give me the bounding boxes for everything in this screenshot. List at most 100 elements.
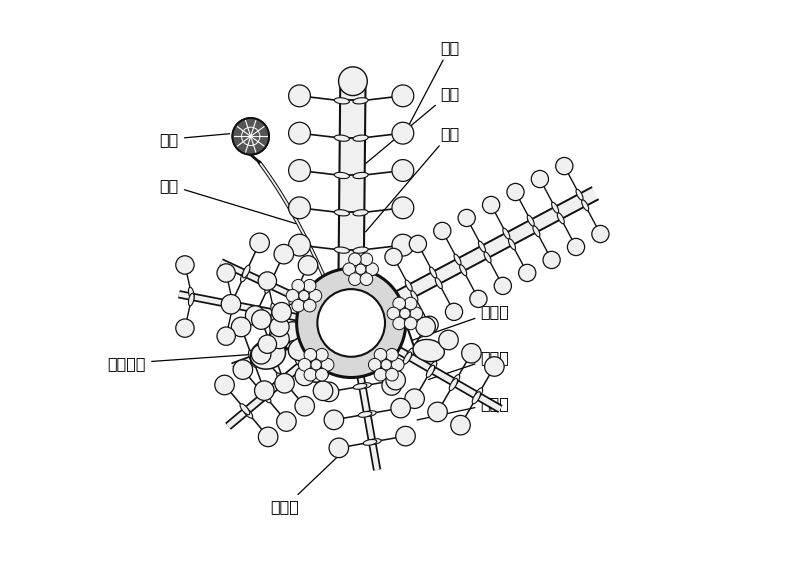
Ellipse shape: [527, 215, 534, 226]
Circle shape: [392, 85, 414, 107]
Ellipse shape: [334, 173, 350, 179]
Circle shape: [298, 256, 318, 275]
Ellipse shape: [406, 348, 414, 360]
Ellipse shape: [353, 98, 368, 104]
Circle shape: [518, 264, 536, 282]
Circle shape: [270, 317, 289, 336]
Circle shape: [556, 158, 573, 175]
Ellipse shape: [271, 304, 277, 316]
Text: 吸盘: 吸盘: [366, 126, 459, 232]
Circle shape: [254, 381, 274, 400]
Polygon shape: [338, 82, 366, 268]
Circle shape: [315, 349, 328, 361]
Circle shape: [343, 263, 355, 276]
Ellipse shape: [474, 388, 482, 400]
Text: 侧水管: 侧水管: [429, 350, 510, 380]
Circle shape: [217, 264, 235, 282]
Circle shape: [289, 122, 310, 144]
Ellipse shape: [406, 280, 412, 291]
Circle shape: [222, 294, 241, 314]
Ellipse shape: [430, 267, 437, 278]
Circle shape: [176, 319, 194, 338]
Circle shape: [258, 427, 278, 447]
Circle shape: [393, 297, 406, 310]
Circle shape: [404, 297, 417, 310]
Ellipse shape: [533, 226, 540, 237]
Circle shape: [392, 234, 414, 256]
Ellipse shape: [353, 173, 368, 179]
Ellipse shape: [503, 228, 510, 239]
Circle shape: [298, 358, 311, 371]
Ellipse shape: [450, 379, 458, 391]
Ellipse shape: [334, 209, 350, 216]
Ellipse shape: [509, 239, 515, 250]
Text: 石管: 石管: [160, 178, 296, 224]
Ellipse shape: [334, 247, 350, 253]
Ellipse shape: [249, 350, 255, 363]
Ellipse shape: [189, 293, 194, 306]
Circle shape: [446, 304, 462, 320]
Circle shape: [438, 330, 458, 350]
Circle shape: [360, 273, 373, 286]
Polygon shape: [396, 188, 598, 304]
Ellipse shape: [290, 340, 298, 353]
Circle shape: [396, 426, 415, 446]
Circle shape: [349, 253, 362, 265]
Circle shape: [324, 410, 344, 430]
Ellipse shape: [353, 209, 368, 216]
Circle shape: [434, 222, 451, 239]
Circle shape: [374, 368, 387, 381]
Ellipse shape: [230, 301, 235, 314]
Circle shape: [507, 183, 524, 201]
Ellipse shape: [472, 392, 481, 404]
Ellipse shape: [250, 354, 257, 368]
Circle shape: [292, 279, 305, 292]
Circle shape: [386, 370, 406, 390]
Circle shape: [416, 317, 435, 336]
Ellipse shape: [353, 135, 368, 141]
Ellipse shape: [576, 189, 583, 200]
Circle shape: [297, 268, 406, 377]
Circle shape: [392, 122, 414, 144]
Circle shape: [458, 209, 475, 227]
Circle shape: [272, 302, 291, 322]
Ellipse shape: [304, 361, 330, 382]
Ellipse shape: [189, 287, 194, 300]
Circle shape: [485, 357, 504, 376]
Circle shape: [531, 170, 549, 188]
Circle shape: [246, 306, 265, 325]
Circle shape: [251, 344, 271, 364]
Ellipse shape: [484, 252, 491, 263]
Circle shape: [410, 235, 426, 253]
Circle shape: [292, 299, 305, 312]
Ellipse shape: [262, 392, 271, 403]
Ellipse shape: [429, 361, 437, 373]
Circle shape: [214, 375, 234, 395]
Circle shape: [274, 245, 294, 264]
Circle shape: [392, 160, 414, 181]
Ellipse shape: [295, 358, 305, 369]
Circle shape: [355, 264, 366, 275]
Ellipse shape: [291, 288, 298, 301]
Ellipse shape: [558, 213, 564, 224]
Circle shape: [392, 197, 414, 219]
Circle shape: [303, 299, 316, 312]
Circle shape: [231, 317, 251, 337]
Text: 贴氏体: 贴氏体: [270, 451, 343, 514]
Circle shape: [338, 67, 367, 96]
Circle shape: [277, 412, 296, 431]
Circle shape: [318, 289, 385, 357]
Circle shape: [252, 310, 271, 329]
Ellipse shape: [258, 388, 268, 399]
Circle shape: [410, 307, 422, 320]
Ellipse shape: [269, 343, 276, 356]
Ellipse shape: [265, 280, 272, 293]
Text: 环水管: 环水管: [412, 304, 510, 340]
Circle shape: [385, 248, 402, 265]
Circle shape: [303, 279, 316, 292]
Circle shape: [382, 376, 402, 395]
Circle shape: [233, 360, 253, 380]
Circle shape: [374, 349, 387, 361]
Ellipse shape: [363, 440, 377, 445]
Ellipse shape: [460, 265, 466, 276]
